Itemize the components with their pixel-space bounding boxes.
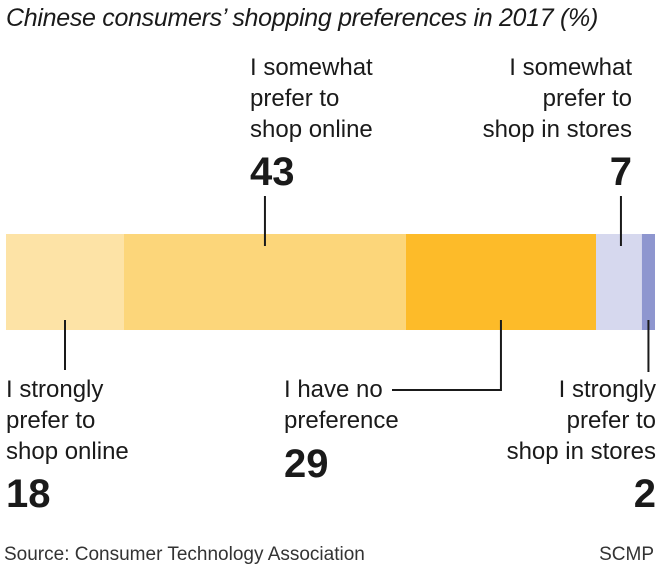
chart-title: Chinese consumers’ shopping preferences … (6, 4, 598, 32)
value-strong-online: 18 (6, 472, 51, 516)
label-no-preference: I have no preference (284, 376, 399, 434)
credit-note: SCMP (599, 544, 654, 565)
label-strong-online: I strongly prefer to shop online (6, 376, 129, 465)
segment-strong-online (6, 234, 124, 330)
segment-somewhat-online (124, 234, 406, 330)
segment-somewhat-stores (596, 234, 642, 330)
leader-no-preference (392, 320, 502, 391)
label-somewhat-online: I somewhat prefer to shop online (250, 54, 373, 143)
value-strong-stores: 2 (633, 472, 656, 516)
segment-strong-stores (641, 234, 655, 330)
value-somewhat-stores: 7 (609, 150, 632, 194)
segment-no-preference (405, 234, 596, 330)
value-no-preference: 29 (284, 442, 329, 486)
label-somewhat-stores: I somewhat prefer to shop in stores (482, 54, 632, 143)
label-strong-stores: I strongly prefer to shop in stores (506, 376, 656, 465)
value-somewhat-online: 43 (250, 150, 295, 194)
source-note: Source: Consumer Technology Association (4, 544, 365, 565)
